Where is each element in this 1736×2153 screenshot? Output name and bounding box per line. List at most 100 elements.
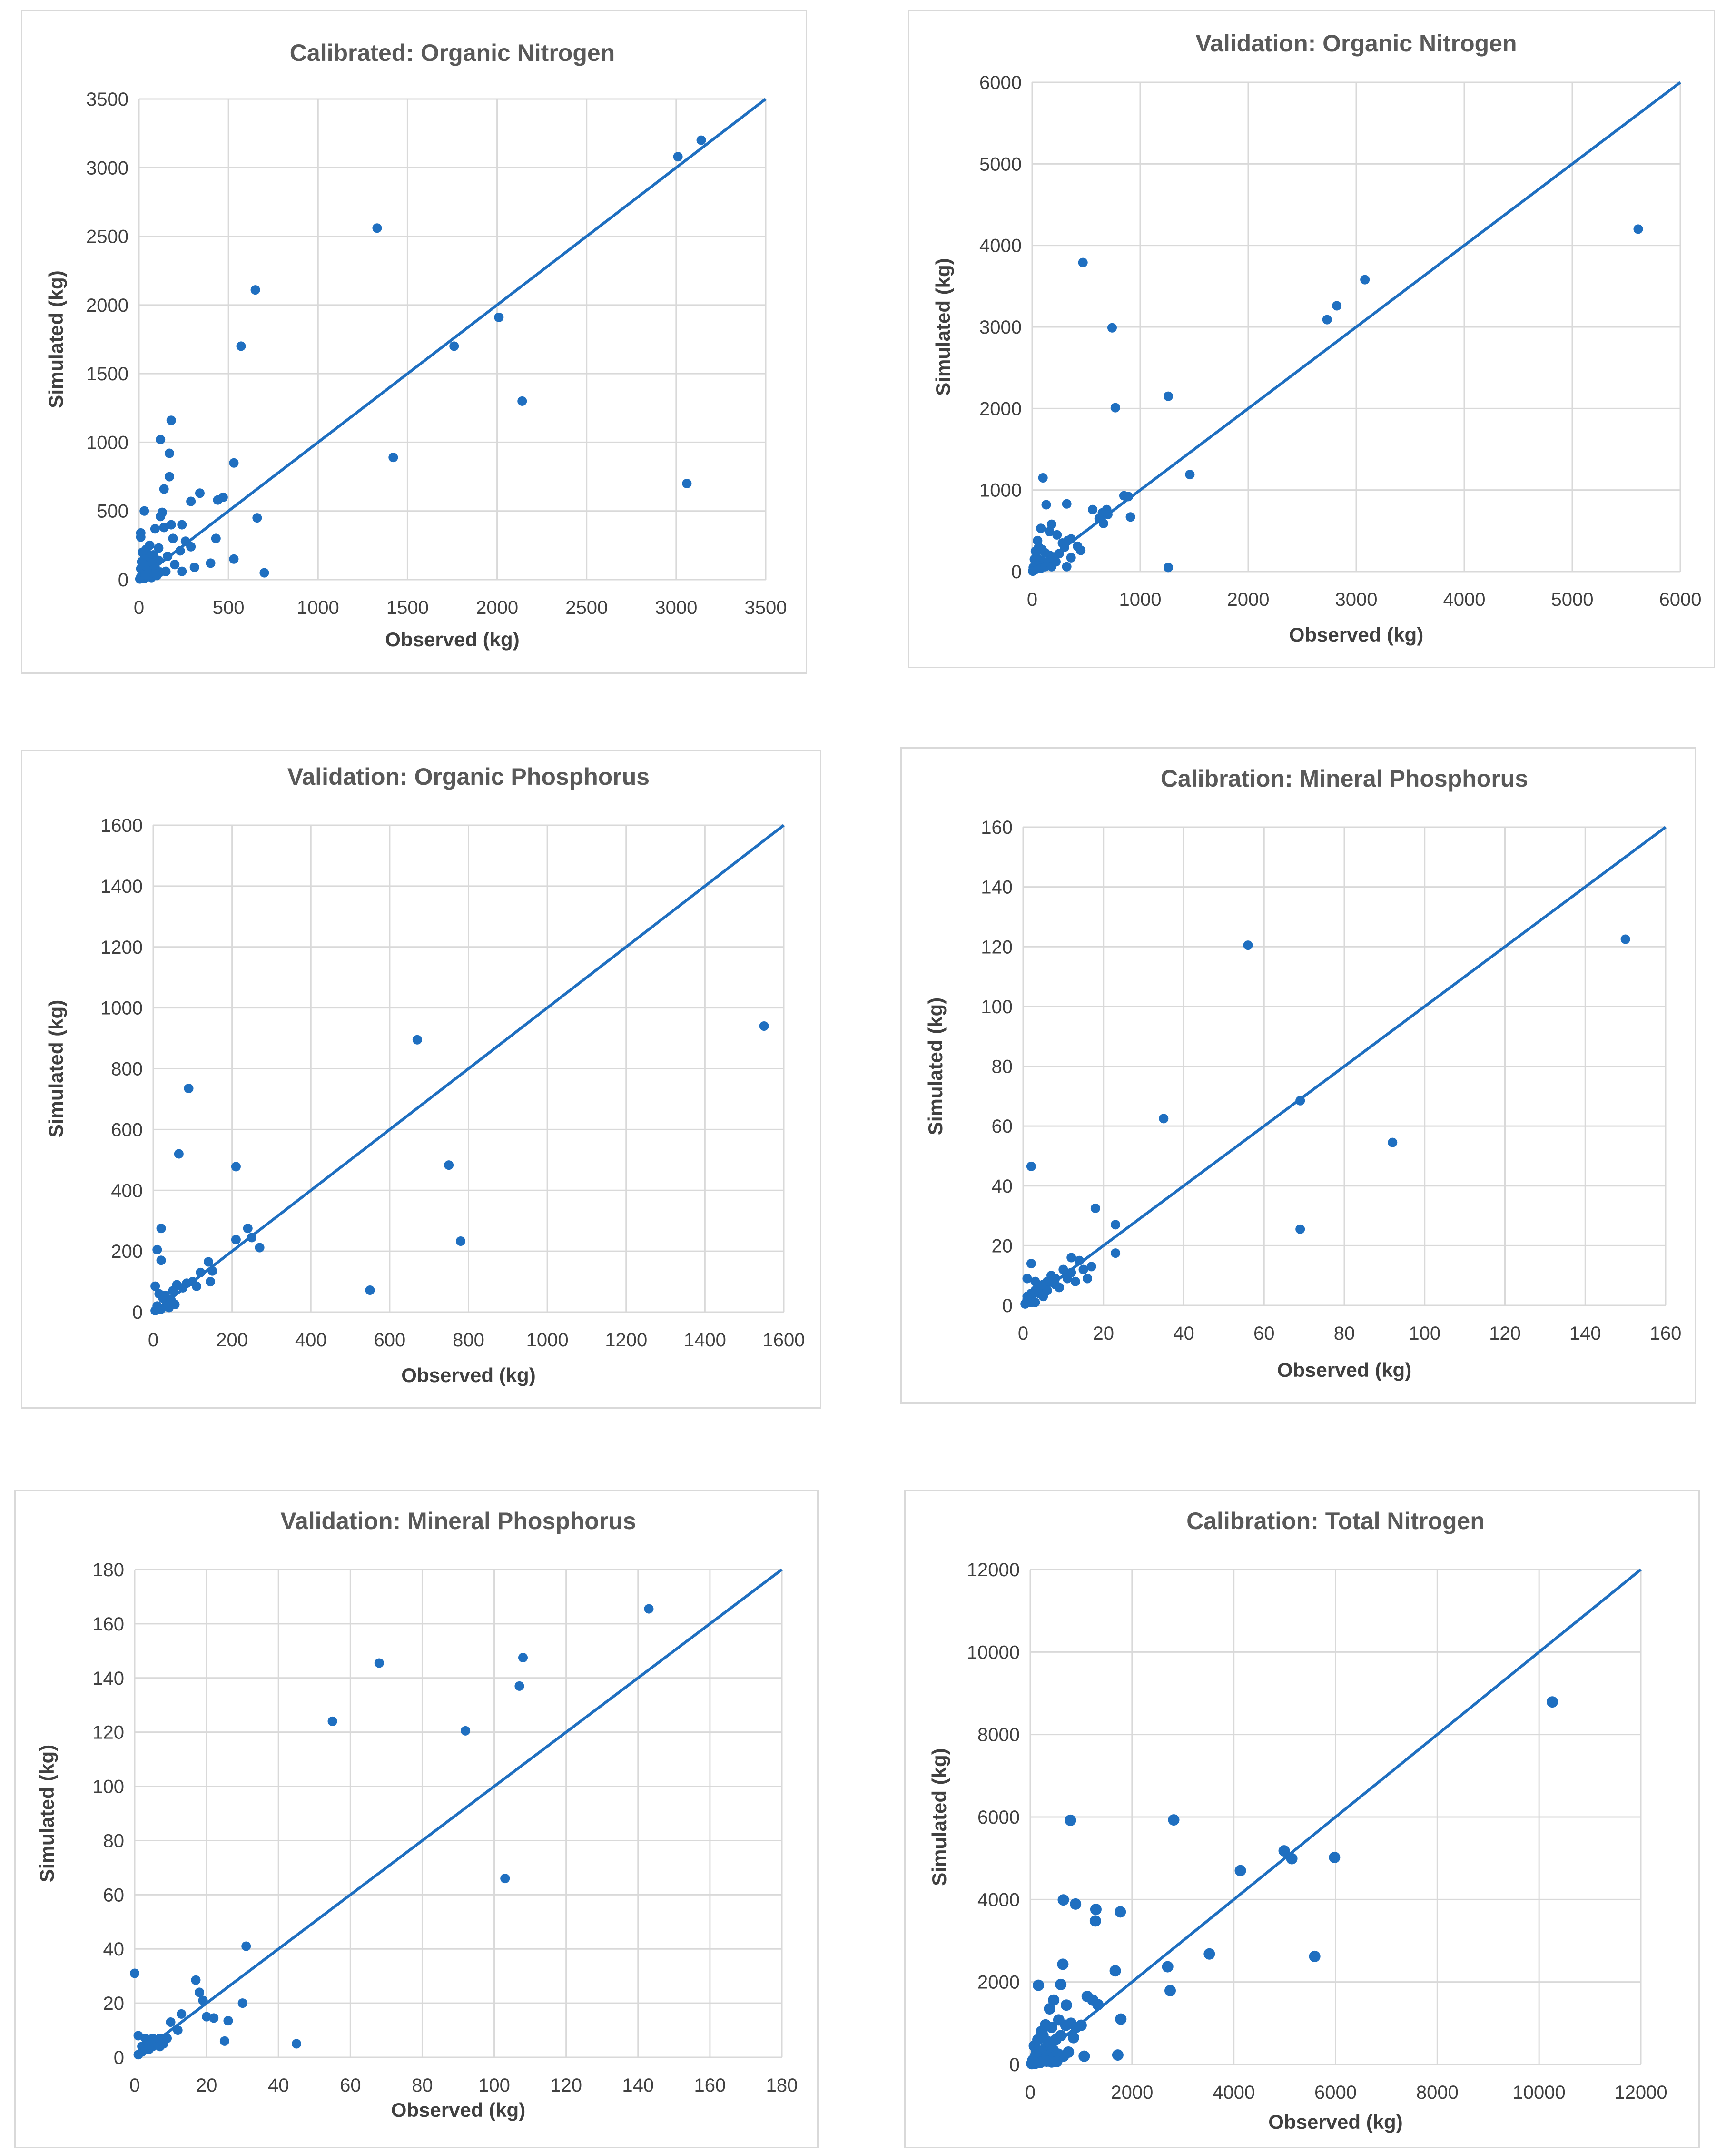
data-point xyxy=(1054,549,1064,559)
data-point xyxy=(1088,504,1098,514)
data-point xyxy=(1060,542,1070,552)
data-point xyxy=(1098,518,1108,528)
data-point xyxy=(195,1987,204,1997)
data-point xyxy=(1083,1274,1092,1284)
data-point xyxy=(192,1281,202,1291)
data-point xyxy=(150,1281,160,1291)
data-point xyxy=(1322,315,1332,325)
x-tick-label: 0 xyxy=(1027,589,1037,610)
chart-panel-val-orgp: 0 200 400 600 800 1000 1200 1400 1600 0 200 400 600 8… xyxy=(21,750,821,1409)
one-to-one-line xyxy=(138,98,767,581)
data-point xyxy=(184,1084,194,1094)
data-point xyxy=(759,1021,769,1031)
data-point xyxy=(250,285,260,295)
data-point xyxy=(1243,940,1253,950)
x-tick-label: 80 xyxy=(412,2075,433,2096)
y-tick-label: 1000 xyxy=(100,998,143,1019)
data-point xyxy=(1030,1297,1040,1307)
data-point xyxy=(174,1149,184,1159)
y-tick-label: 3000 xyxy=(979,317,1022,338)
x-tick-label: 2000 xyxy=(1111,2082,1153,2103)
data-point xyxy=(372,223,382,233)
data-point xyxy=(189,563,199,573)
chart-panel-cal-minp: 0 20 40 60 80 100 120 140 160 0 20 40 60 80 100 120 140 1… xyxy=(900,747,1696,1404)
data-point xyxy=(1048,1994,1060,2006)
data-point xyxy=(1045,527,1055,537)
data-point xyxy=(1112,2049,1124,2061)
x-tick-label: 8000 xyxy=(1416,2082,1459,2103)
data-point xyxy=(449,341,459,351)
one-to-one-line xyxy=(134,1568,783,2059)
data-point xyxy=(1030,1276,1040,1286)
y-tick-label: 40 xyxy=(103,1939,125,1960)
data-point xyxy=(1107,323,1117,333)
chart-svg: 0 500 1000 1500 2000 2500 3000 3500 0 500 1000 1500… xyxy=(45,40,787,651)
y-tick-label: 100 xyxy=(981,997,1013,1017)
data-point xyxy=(1086,1262,1096,1272)
data-point xyxy=(186,542,196,552)
data-point xyxy=(156,1224,166,1234)
data-point xyxy=(175,546,185,556)
y-tick-label: 2000 xyxy=(979,398,1022,419)
data-point xyxy=(1033,1979,1045,1991)
data-point xyxy=(1027,2056,1039,2068)
x-axis-label: Observed (kg) xyxy=(1277,1359,1411,1381)
data-point xyxy=(1620,934,1630,944)
data-point xyxy=(1057,1958,1069,1970)
data-point xyxy=(1070,1276,1080,1286)
data-point xyxy=(1185,470,1195,480)
x-axis-label: Observed (kg) xyxy=(1289,623,1423,646)
data-point xyxy=(455,1236,465,1246)
y-tick-label: 20 xyxy=(992,1235,1013,1256)
data-point xyxy=(148,2042,158,2052)
y-tick-label: 1200 xyxy=(100,937,143,958)
x-tick-label: 800 xyxy=(453,1330,484,1351)
data-point xyxy=(170,1300,180,1310)
y-tick-label: 0 xyxy=(1002,1295,1013,1316)
y-tick-label: 2000 xyxy=(977,1972,1020,1993)
data-point xyxy=(388,453,398,463)
chart-title: Validation: Organic Phosphorus xyxy=(287,763,650,790)
x-tick-label: 2000 xyxy=(476,597,518,618)
data-point xyxy=(237,1998,247,2008)
y-tick-label: 1600 xyxy=(100,815,143,836)
x-tick-label: 160 xyxy=(694,2075,726,2096)
data-point xyxy=(1309,1950,1321,1962)
data-point xyxy=(327,1716,337,1726)
data-point xyxy=(156,435,166,444)
one-to-one-line xyxy=(152,824,785,1314)
data-point xyxy=(231,1162,241,1172)
y-tick-label: 200 xyxy=(111,1241,143,1262)
data-point xyxy=(444,1160,454,1170)
data-point xyxy=(1046,2022,1057,2033)
y-tick-label: 3000 xyxy=(86,158,128,178)
x-tick-label: 1000 xyxy=(297,597,339,618)
data-point xyxy=(1111,1220,1121,1230)
chart-title: Validation: Mineral Phosphorus xyxy=(280,1508,636,1534)
data-point xyxy=(1065,1814,1076,1826)
data-point xyxy=(231,1235,241,1244)
y-tick-label: 10000 xyxy=(967,1642,1020,1663)
data-point xyxy=(1055,1978,1067,1990)
data-point xyxy=(1633,224,1643,234)
y-tick-label: 20 xyxy=(103,1993,125,2014)
x-tick-label: 3500 xyxy=(745,597,787,618)
data-point xyxy=(177,2009,187,2019)
x-tick-label: 1600 xyxy=(763,1330,805,1351)
y-tick-label: 120 xyxy=(981,937,1013,958)
y-tick-label: 1000 xyxy=(86,432,128,453)
data-point xyxy=(191,1975,201,1985)
one-to-one-line xyxy=(1031,81,1681,573)
data-point xyxy=(1203,1948,1215,1960)
data-point xyxy=(152,571,162,581)
data-point xyxy=(1092,1999,1104,2011)
data-point xyxy=(247,1233,257,1243)
data-point xyxy=(173,2025,183,2035)
y-tick-label: 400 xyxy=(111,1180,143,1201)
data-point xyxy=(255,1243,265,1253)
data-point xyxy=(136,532,146,542)
data-point xyxy=(517,396,527,406)
data-point xyxy=(159,523,169,533)
data-point xyxy=(1329,1851,1341,1863)
x-tick-label: 100 xyxy=(478,2075,510,2096)
